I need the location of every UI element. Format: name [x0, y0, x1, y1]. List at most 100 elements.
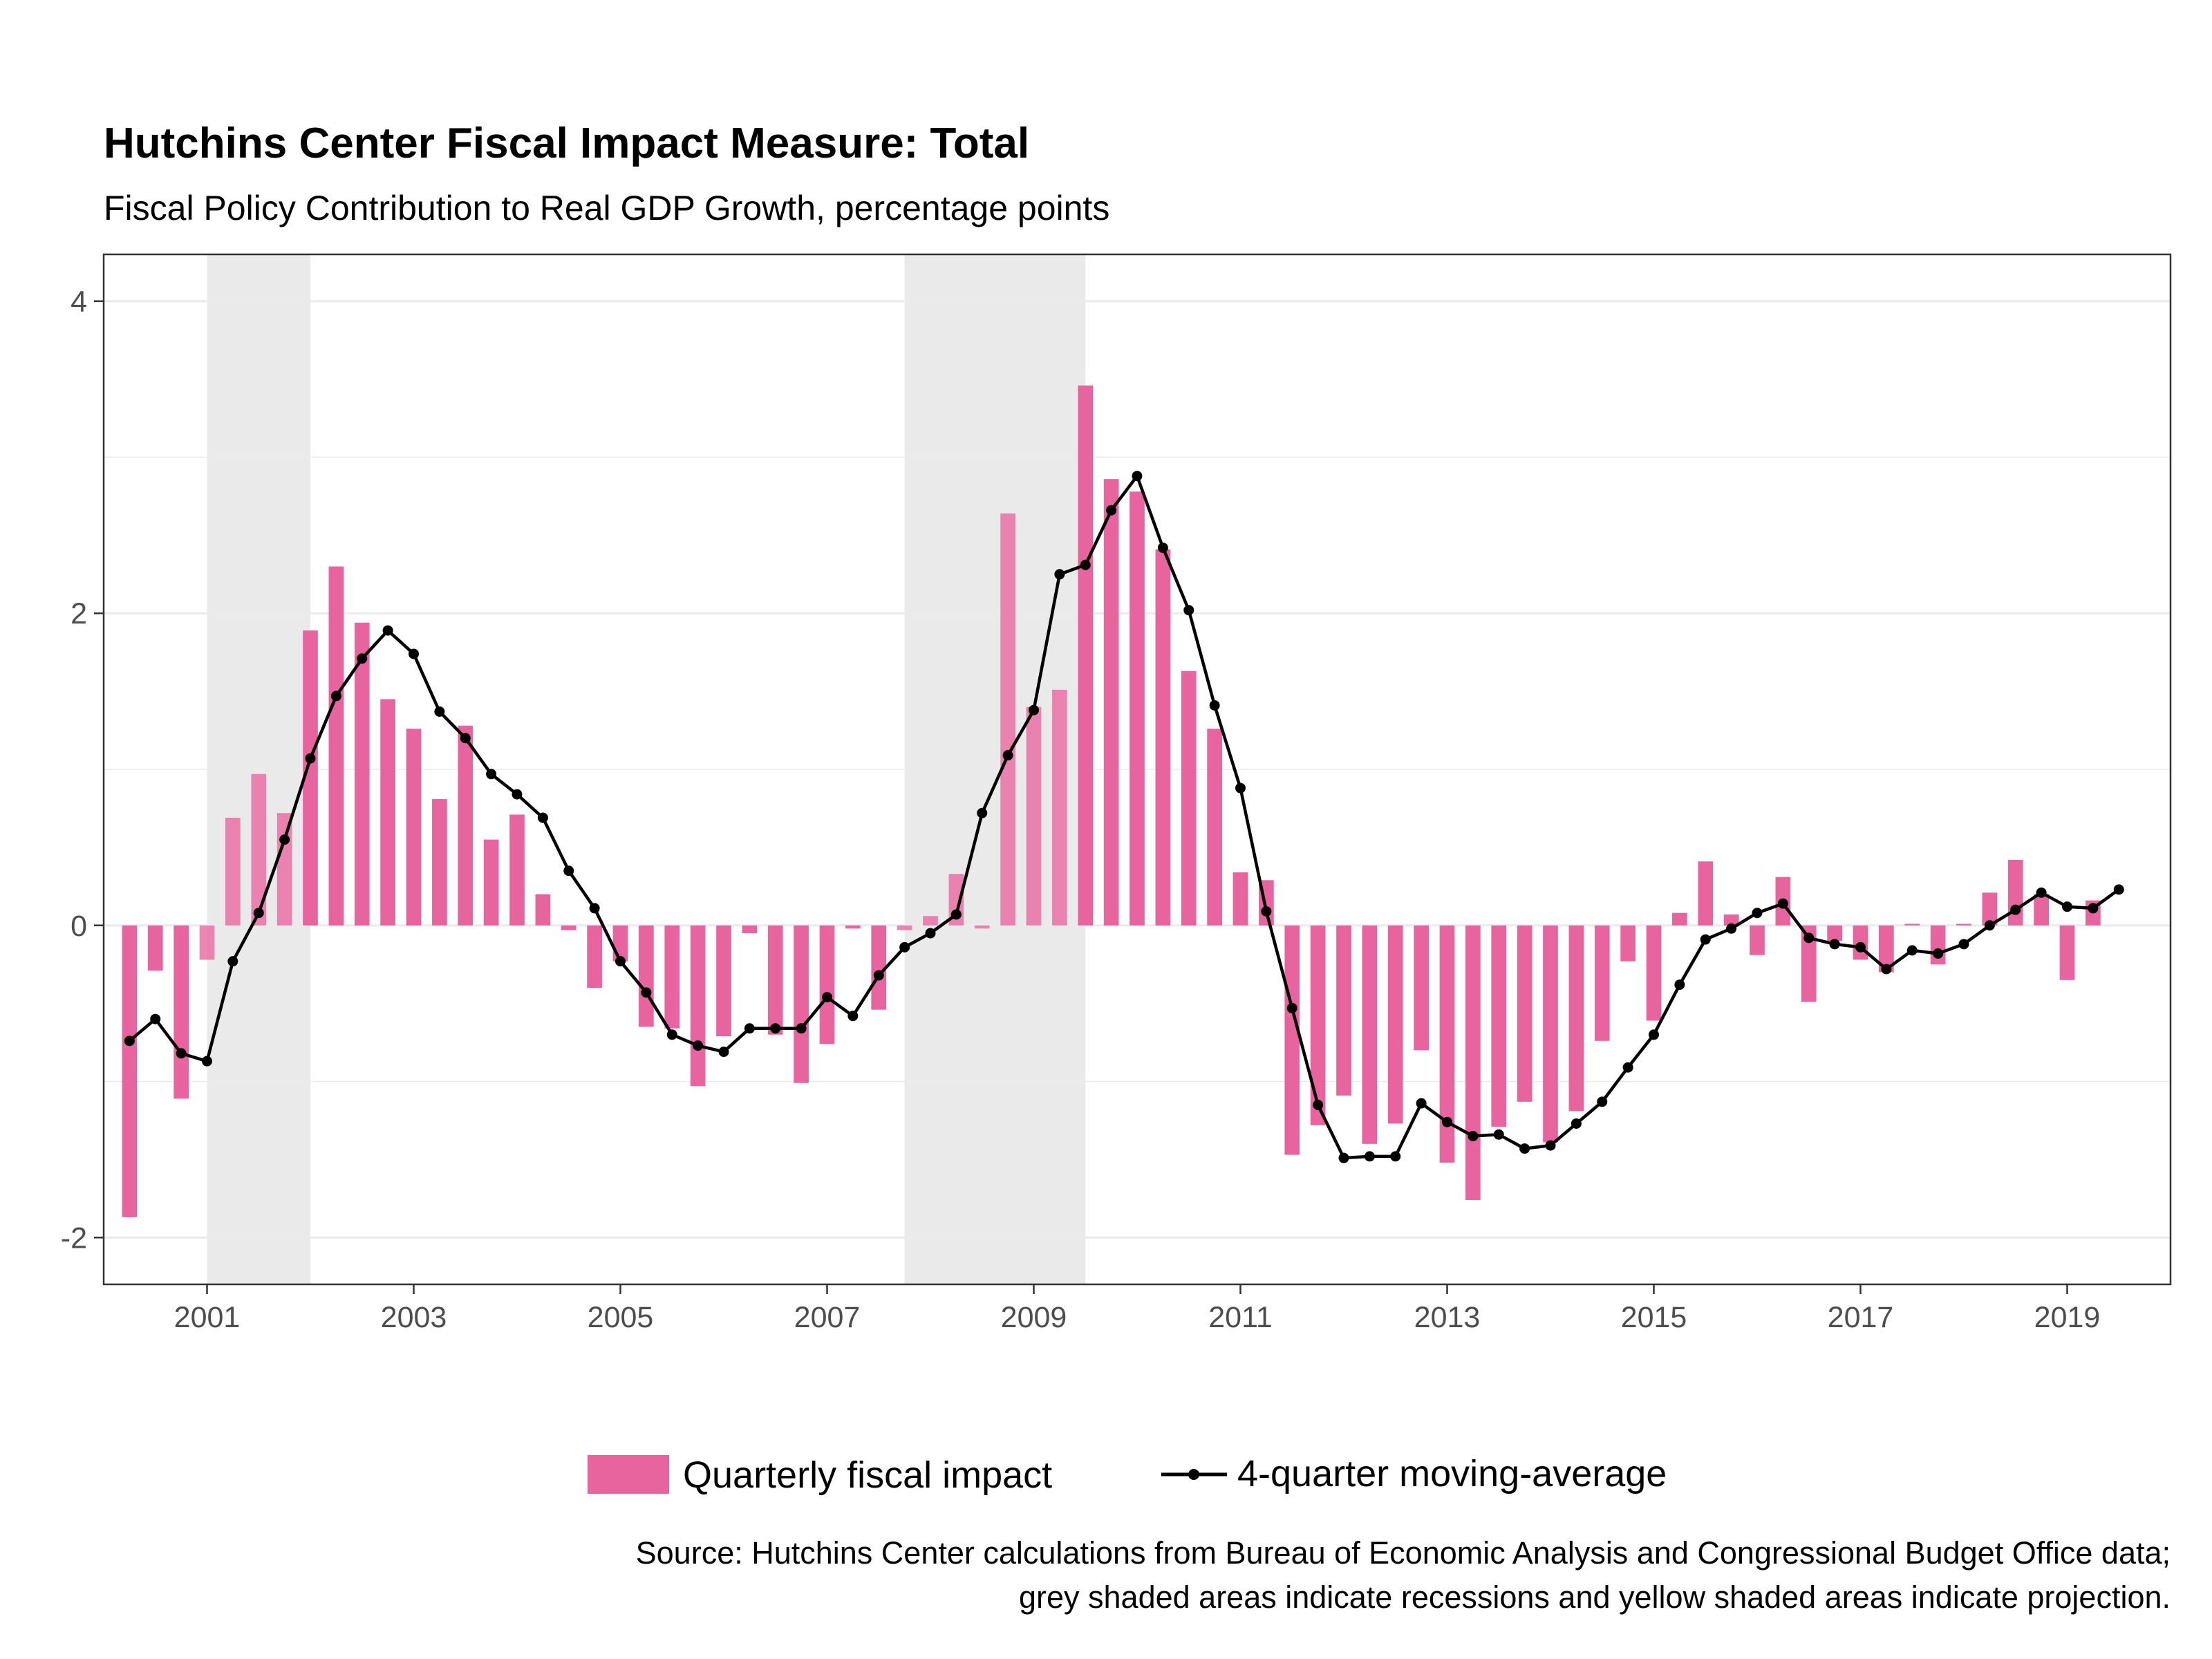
fiscal-impact-bar	[432, 798, 447, 926]
moving-average-point	[1829, 939, 1840, 950]
moving-average-point	[1777, 898, 1788, 909]
fiscal-impact-bar	[225, 817, 241, 926]
fiscal-impact-bar	[1879, 925, 1894, 973]
fiscal-impact-bar	[1517, 925, 1533, 1102]
moving-average-point	[537, 812, 548, 823]
moving-average-point	[1183, 605, 1194, 616]
fiscal-impact-bar	[1103, 479, 1119, 926]
source-note: Source: Hutchins Center calculations fro…	[636, 1531, 2171, 1620]
fiscal-impact-bar	[509, 814, 525, 926]
moving-average-point	[666, 1029, 677, 1040]
fiscal-impact-bar	[483, 839, 499, 926]
moving-average-point	[202, 1056, 212, 1067]
moving-average-point	[589, 903, 600, 914]
moving-average-point	[899, 941, 910, 953]
y-tick-label: 0	[71, 910, 87, 943]
moving-average-point	[2036, 887, 2047, 898]
fiscal-impact-bar	[1052, 689, 1067, 926]
moving-average-point	[1855, 941, 1866, 953]
moving-average-point	[176, 1048, 187, 1059]
fiscal-impact-bar	[1620, 925, 1635, 962]
moving-average-point	[1674, 980, 1685, 991]
moving-average-point	[1442, 1116, 1452, 1127]
moving-average-point	[2010, 904, 2021, 915]
fiscal-impact-bar	[1904, 924, 1920, 926]
moving-average-point	[1313, 1099, 1324, 1110]
moving-average-point	[641, 987, 652, 998]
x-tick-label: 2013	[1414, 1301, 1481, 1334]
fiscal-impact-bar	[1723, 914, 1739, 926]
fiscal-impact-bar	[1026, 706, 1042, 926]
moving-average-point	[1726, 923, 1737, 934]
moving-average-point	[693, 1040, 704, 1051]
fiscal-impact-bar	[1387, 925, 1403, 1124]
moving-average-point	[1132, 471, 1143, 482]
fiscal-impact-bar	[1801, 925, 1817, 1002]
fiscal-impact-bar	[1310, 925, 1326, 1125]
x-tick-label: 2009	[1001, 1301, 1067, 1334]
fiscal-impact-bar	[1568, 925, 1584, 1112]
moving-average-point	[873, 970, 884, 981]
moving-average-point	[1416, 1098, 1427, 1109]
fiscal-impact-bar	[406, 729, 422, 926]
source-line-2: grey shaded areas indicate recessions an…	[1018, 1580, 2171, 1615]
moving-average-point	[409, 648, 419, 659]
fiscal-impact-bar	[1439, 925, 1455, 1163]
axis-layer: -2 0 2 4 2001 2003 2005 2007 2009 2011 2013 2015 201…	[61, 285, 2101, 1334]
x-tick-label: 2003	[381, 1301, 447, 1334]
y-tick-label: 2	[71, 597, 87, 630]
legend-line-label: 4-quarter moving-average	[1237, 1453, 1667, 1494]
moving-average-point	[2062, 901, 2072, 912]
moving-average-point	[1468, 1131, 1479, 1142]
moving-average-line	[128, 474, 2120, 1160]
fiscal-impact-bar	[561, 925, 577, 930]
legend-bar-label: Quarterly fiscal impact	[683, 1454, 1052, 1496]
x-tick-label: 2007	[794, 1301, 861, 1334]
fiscal-impact-bar	[1130, 491, 1145, 926]
moving-average-point	[744, 1023, 755, 1034]
moving-average-point	[615, 956, 626, 967]
moving-average-point	[1235, 782, 1246, 794]
moving-average-point	[124, 1035, 135, 1047]
fiscal-impact-bar	[1284, 925, 1300, 1155]
moving-average-point	[1958, 939, 1969, 950]
moving-average-point	[1364, 1151, 1375, 1162]
moving-average-point	[1029, 704, 1039, 715]
fiscal-impact-bar	[1465, 925, 1481, 1201]
fiscal-impact-bar	[2007, 859, 2023, 926]
x-tick-label: 2015	[1621, 1301, 1687, 1334]
moving-average-point	[382, 625, 393, 636]
moving-average-point	[1338, 1152, 1349, 1163]
fiscal-impact-bar	[819, 925, 835, 1044]
x-tick-label: 2005	[588, 1301, 654, 1334]
moving-average-point	[822, 992, 832, 1003]
moving-average-point	[305, 753, 316, 764]
moving-average-point	[150, 1013, 161, 1024]
fiscal-impact-bar	[767, 925, 783, 1035]
chart-title: Hutchins Center Fiscal Impact Measure: T…	[104, 120, 1030, 167]
x-tick-label: 2019	[2034, 1301, 2101, 1334]
x-tick-label: 2017	[1828, 1301, 1894, 1334]
legend-line-marker	[1188, 1469, 1199, 1480]
fiscal-impact-bar	[612, 925, 628, 962]
legend: Quarterly fiscal impact 4-quarter moving…	[588, 1453, 1667, 1496]
moving-average-point	[1984, 920, 1995, 931]
fiscal-impact-bar	[122, 925, 138, 1217]
moving-average-point	[253, 908, 264, 919]
legend-bar-swatch	[588, 1455, 669, 1494]
fiscal-impact-bar	[458, 725, 474, 926]
moving-average-point	[1649, 1029, 1659, 1040]
fiscal-impact-bar	[587, 925, 602, 988]
moving-average-point	[1700, 934, 1711, 945]
fiscal-impact-bar	[1594, 925, 1610, 1041]
moving-average-point	[2088, 903, 2099, 914]
fiscal-impact-bar	[974, 925, 990, 929]
moving-average-point	[1881, 964, 1892, 975]
moving-average-point	[718, 1047, 729, 1058]
fiscal-impact-bar	[2034, 894, 2049, 926]
fiscal-impact-bar	[1543, 925, 1558, 1143]
fiscal-impact-bar	[716, 925, 731, 1037]
fiscal-impact-bar	[147, 925, 163, 971]
fiscal-impact-bar	[1414, 925, 1429, 1051]
fiscal-impact-bar	[1181, 671, 1197, 926]
